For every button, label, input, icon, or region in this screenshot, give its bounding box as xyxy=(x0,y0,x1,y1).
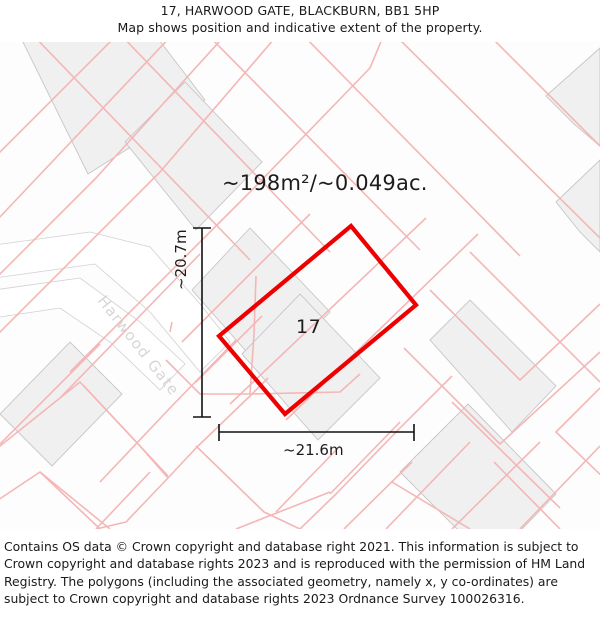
area-annotation: ~198m²/~0.049ac. xyxy=(222,171,428,195)
map-canvas[interactable]: Harwood Gate ~198m²/~0.049ac. 17 ~20.7m … xyxy=(0,42,600,529)
map-vector-layer xyxy=(0,42,600,529)
map-header: 17, HARWOOD GATE, BLACKBURN, BB1 5HP Map… xyxy=(0,0,600,42)
page-subtitle: Map shows position and indicative extent… xyxy=(117,20,483,35)
dimension-label-horizontal: ~21.6m xyxy=(283,441,344,459)
plot-number-label: 17 xyxy=(296,316,322,338)
page-title: 17, HARWOOD GATE, BLACKBURN, BB1 5HP xyxy=(160,3,440,18)
dimension-layer xyxy=(193,227,415,441)
road-layer xyxy=(0,231,330,529)
copyright-text: Contains OS data © Crown copyright and d… xyxy=(4,539,586,607)
dimension-label-vertical: ~20.7m xyxy=(172,229,190,290)
map-footer: Contains OS data © Crown copyright and d… xyxy=(0,529,600,625)
property-boundary-polygon[interactable] xyxy=(216,223,419,417)
building-layer xyxy=(0,42,600,529)
